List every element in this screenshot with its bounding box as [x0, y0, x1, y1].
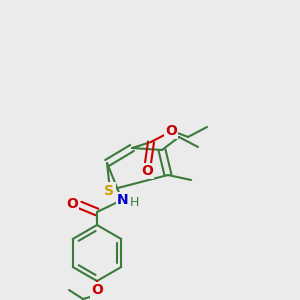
Text: O: O	[165, 124, 177, 138]
Text: O: O	[91, 283, 103, 297]
Text: H: H	[129, 196, 139, 208]
Text: O: O	[66, 197, 78, 211]
Text: N: N	[117, 193, 129, 207]
Text: S: S	[104, 184, 114, 198]
Text: O: O	[141, 164, 153, 178]
